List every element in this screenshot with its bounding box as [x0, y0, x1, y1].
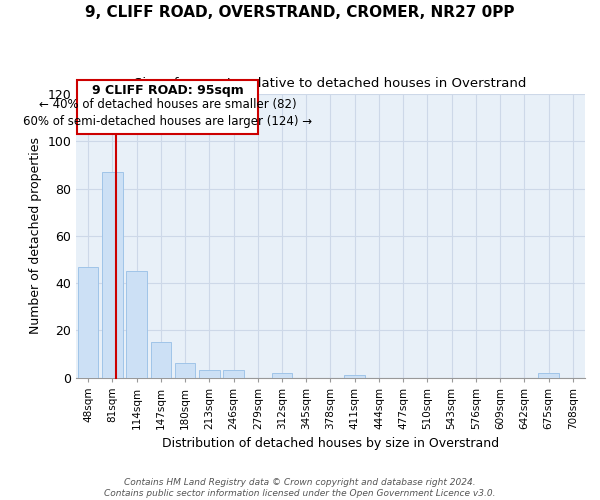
Bar — [223, 370, 244, 378]
Text: Contains HM Land Registry data © Crown copyright and database right 2024.
Contai: Contains HM Land Registry data © Crown c… — [104, 478, 496, 498]
Y-axis label: Number of detached properties: Number of detached properties — [29, 138, 41, 334]
X-axis label: Distribution of detached houses by size in Overstrand: Distribution of detached houses by size … — [162, 437, 499, 450]
Bar — [175, 364, 196, 378]
Text: ← 40% of detached houses are smaller (82): ← 40% of detached houses are smaller (82… — [38, 98, 296, 111]
Bar — [126, 272, 147, 378]
Title: Size of property relative to detached houses in Overstrand: Size of property relative to detached ho… — [134, 78, 527, 90]
Bar — [78, 266, 98, 378]
Bar — [538, 373, 559, 378]
Bar — [199, 370, 220, 378]
Bar — [272, 373, 292, 378]
Bar — [344, 375, 365, 378]
Bar — [151, 342, 171, 378]
Bar — [102, 172, 122, 378]
Text: 60% of semi-detached houses are larger (124) →: 60% of semi-detached houses are larger (… — [23, 115, 312, 128]
Text: 9, CLIFF ROAD, OVERSTRAND, CROMER, NR27 0PP: 9, CLIFF ROAD, OVERSTRAND, CROMER, NR27 … — [85, 5, 515, 20]
FancyBboxPatch shape — [77, 80, 258, 134]
Text: 9 CLIFF ROAD: 95sqm: 9 CLIFF ROAD: 95sqm — [92, 84, 244, 96]
